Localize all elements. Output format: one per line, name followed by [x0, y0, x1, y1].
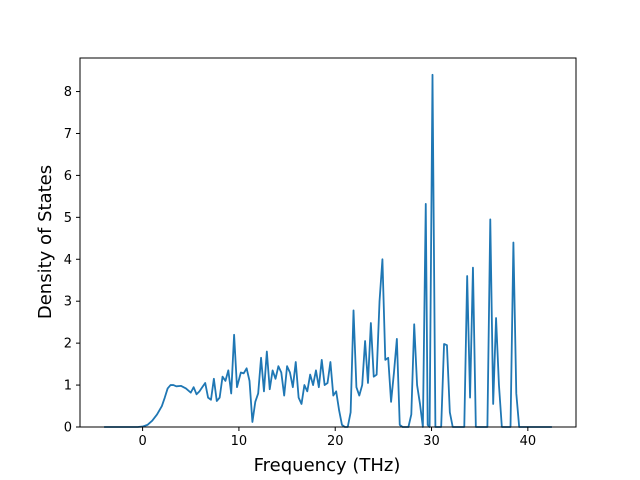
dos-series-line: [104, 73, 552, 428]
y-tick-label: 4: [64, 253, 72, 268]
y-tick-label: 0: [64, 421, 72, 436]
y-axis-ticks: 0 1 2 3 4 5 6 7 8: [64, 85, 80, 436]
x-axis-ticks: 0 10 20 30 40: [138, 427, 536, 449]
plot-area: 0 10 20 30 40 0 1 2 3 4 5 6 7 8: [64, 57, 577, 449]
y-tick-label: 6: [64, 169, 72, 184]
series-layer: [104, 73, 552, 428]
axes-frame: [79, 57, 577, 428]
x-tick-label: 40: [520, 434, 537, 449]
y-tick-label: 3: [64, 295, 72, 310]
x-tick-label: 10: [231, 434, 248, 449]
y-tick-label: 8: [64, 85, 72, 100]
y-tick-label: 5: [64, 211, 72, 226]
y-tick-label: 7: [64, 127, 72, 142]
x-tick-label: 0: [138, 434, 146, 449]
x-axis-label: Frequency (THz): [254, 455, 401, 476]
y-tick-label: 2: [64, 337, 72, 352]
x-tick-label: 20: [327, 434, 344, 449]
x-tick-label: 30: [423, 434, 440, 449]
y-tick-label: 1: [64, 379, 72, 394]
y-axis-label: Density of States: [35, 165, 56, 319]
